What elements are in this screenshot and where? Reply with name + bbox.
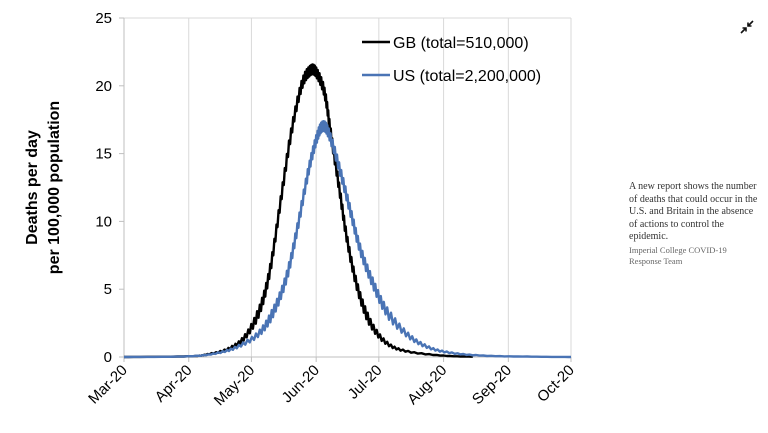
series-line-us <box>124 120 571 359</box>
y-tick-label: 25 <box>95 10 112 27</box>
x-tick-label: Oct-20 <box>534 362 578 406</box>
legend-label-gb: GB (total=510,000) <box>393 35 529 52</box>
x-tick-label: Mar-20 <box>85 362 131 408</box>
y-axis-title: Deaths per day per 100,000 population <box>24 101 63 274</box>
y-axis-ticks: 0 5 10 15 20 25 <box>95 10 124 366</box>
caption-credit: Imperial College COVID-19 Response Team <box>629 244 727 266</box>
y-axis-title-line: Deaths per day <box>24 130 41 245</box>
figure-caption: A new report shows the number of deaths … <box>629 181 761 267</box>
y-tick-label: 15 <box>95 146 112 163</box>
y-axis-title-line: per 100,000 population <box>46 101 63 274</box>
collapse-button[interactable] <box>736 16 758 38</box>
y-tick-label: 20 <box>95 78 112 95</box>
y-tick-label: 10 <box>95 213 112 230</box>
x-tick-label: Aug-20 <box>404 362 450 408</box>
x-tick-label: Sep-20 <box>469 362 515 408</box>
x-tick-label: Jun-20 <box>279 362 323 406</box>
x-tick-label: Apr-20 <box>152 362 196 406</box>
series-line-gb <box>124 63 473 359</box>
caption-text: A new report shows the number of deaths … <box>629 181 758 242</box>
collapse-arrows-icon <box>740 20 754 34</box>
y-tick-label: 5 <box>104 281 112 298</box>
y-tick-label: 0 <box>104 349 112 366</box>
x-axis-ticks: Mar-20 Apr-20 May-20 Jun-20 Jul-20 Aug-20 Sep-… <box>85 357 578 409</box>
legend: GB (total=510,000) US (total=2,200,000) <box>362 35 541 85</box>
legend-label-us: US (total=2,200,000) <box>393 68 541 85</box>
chart-area: 0 5 10 15 20 25 Mar-20 Apr-20 May-20 Jun-20 Jul-2… <box>24 10 578 409</box>
series-lines <box>124 63 571 359</box>
x-tick-label: May-20 <box>211 362 258 409</box>
x-tick-label: Jul-20 <box>345 362 386 403</box>
